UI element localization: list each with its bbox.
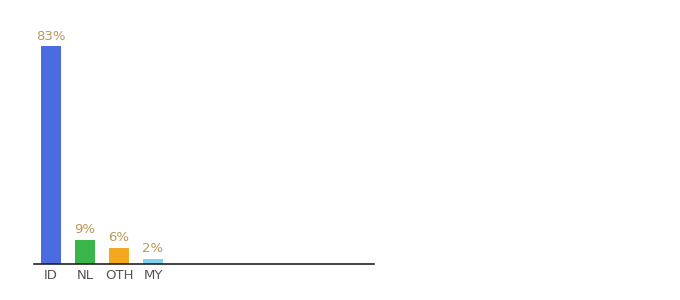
Text: 6%: 6% (109, 231, 129, 244)
Text: 9%: 9% (75, 224, 95, 236)
Text: 2%: 2% (142, 242, 164, 255)
Bar (109, 248, 129, 264)
Text: 83%: 83% (36, 29, 66, 43)
Bar (75, 240, 95, 264)
Bar (41, 46, 61, 264)
Bar (143, 259, 163, 264)
